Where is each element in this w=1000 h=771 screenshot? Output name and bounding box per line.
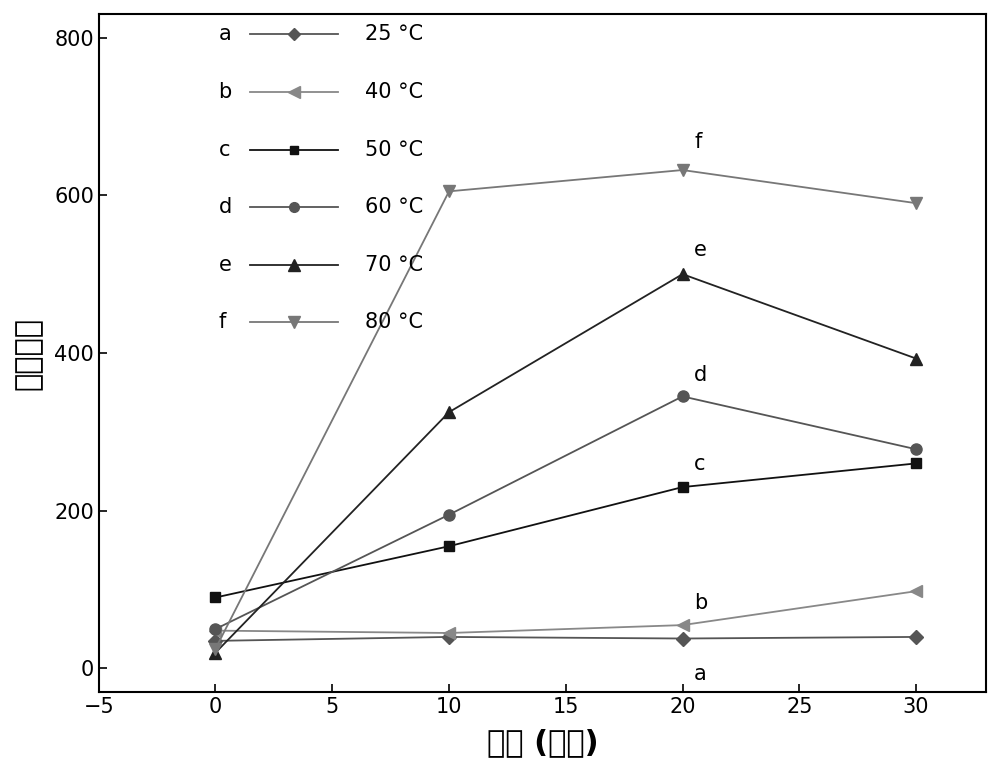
Text: c: c	[219, 140, 230, 160]
Text: e: e	[694, 240, 707, 260]
Text: 25 °C: 25 °C	[365, 24, 423, 44]
Text: 50 °C: 50 °C	[365, 140, 423, 160]
Text: 70 °C: 70 °C	[365, 255, 423, 274]
Text: b: b	[219, 82, 232, 102]
Text: f: f	[694, 132, 702, 152]
Text: e: e	[219, 255, 231, 274]
Y-axis label: 荧光强度: 荧光强度	[14, 317, 43, 389]
X-axis label: 时间 (分钟): 时间 (分钟)	[487, 728, 598, 757]
Text: b: b	[694, 593, 707, 613]
Text: a: a	[694, 665, 707, 684]
Text: d: d	[219, 197, 232, 217]
Text: 40 °C: 40 °C	[365, 82, 423, 102]
Text: d: d	[694, 365, 707, 385]
Text: a: a	[219, 24, 231, 44]
Text: c: c	[694, 454, 706, 474]
Text: 80 °C: 80 °C	[365, 312, 423, 332]
Text: 60 °C: 60 °C	[365, 197, 423, 217]
Text: f: f	[219, 312, 226, 332]
